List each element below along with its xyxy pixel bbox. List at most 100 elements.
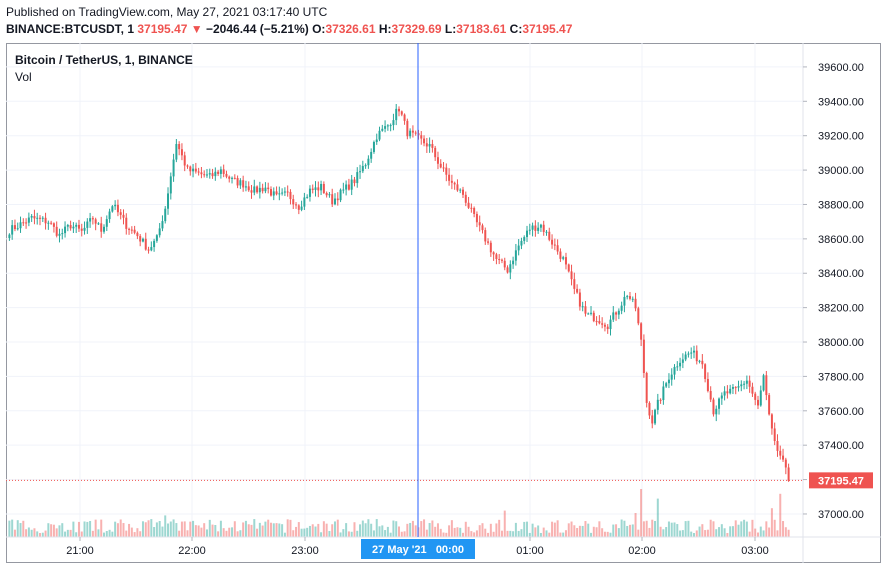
last-price-tag xyxy=(809,472,873,489)
candle-body xyxy=(69,225,72,229)
candlestick-chart[interactable]: 37000.0037200.0037400.0037600.0037800.00… xyxy=(6,43,881,563)
volume-bar xyxy=(498,519,501,537)
volume-bar xyxy=(562,532,565,537)
candle-body xyxy=(8,234,11,238)
candle-body xyxy=(203,174,206,176)
candle-body xyxy=(687,353,690,355)
candle-body xyxy=(328,194,331,196)
candle-body xyxy=(333,198,336,205)
volume-bar xyxy=(86,521,89,537)
volume-bar xyxy=(39,532,42,537)
candle-body xyxy=(395,108,398,121)
candle-body xyxy=(509,264,512,273)
volume-bar xyxy=(236,531,239,537)
volume-bar xyxy=(762,530,765,537)
volume-bar xyxy=(667,521,670,537)
volume-bar xyxy=(103,532,106,537)
volume-bar xyxy=(787,529,790,537)
candle-body xyxy=(556,245,559,252)
candle-body xyxy=(100,223,103,232)
volume-bar xyxy=(242,522,245,537)
volume-bar xyxy=(353,522,356,537)
volume-bar xyxy=(628,524,631,537)
candle-body xyxy=(784,459,787,468)
volume-bar xyxy=(759,526,762,537)
candle-body xyxy=(456,184,459,191)
candle-body xyxy=(30,216,33,218)
volume-bar xyxy=(425,529,428,537)
candle-body xyxy=(11,225,14,235)
volume-bar xyxy=(556,520,559,537)
volume-bar xyxy=(612,524,615,537)
candle-body xyxy=(178,144,181,150)
volume-bar xyxy=(428,523,431,537)
volume-bar xyxy=(133,532,136,537)
candle-body xyxy=(601,323,604,325)
price-tick-label: 39400.00 xyxy=(818,96,864,108)
candle-body xyxy=(704,364,707,379)
volume-bar xyxy=(64,531,67,537)
volume-bar xyxy=(665,527,668,537)
candle-body xyxy=(681,359,684,363)
volume-bar xyxy=(208,519,211,537)
candle-body xyxy=(731,387,734,389)
volume-bar xyxy=(448,525,451,537)
chart-frame xyxy=(6,43,881,563)
volume-bar xyxy=(19,523,22,537)
candle-body xyxy=(114,204,117,207)
candle-body xyxy=(317,187,320,191)
candle-body xyxy=(13,225,16,230)
candle-body xyxy=(130,229,133,231)
volume-bar xyxy=(770,508,773,537)
close-label: C: xyxy=(509,22,523,36)
candle-body xyxy=(194,168,197,172)
high-label: H: xyxy=(378,22,392,36)
volume-bar xyxy=(595,527,598,537)
candle-body xyxy=(503,260,506,268)
volume-bar xyxy=(44,530,47,537)
volume-bar xyxy=(431,520,434,537)
volume-bar xyxy=(534,527,537,537)
candle-body xyxy=(648,402,651,416)
volume-bar xyxy=(180,521,183,537)
volume-bar xyxy=(523,521,526,537)
candle-body xyxy=(381,128,384,131)
volume-bar xyxy=(592,526,595,537)
volume-bar xyxy=(289,519,292,537)
candle-body xyxy=(473,208,476,214)
candle-body xyxy=(450,180,453,183)
candle-body xyxy=(634,298,637,309)
candle-body xyxy=(228,176,231,179)
volume-bar xyxy=(378,526,381,537)
volume-bar xyxy=(456,527,459,537)
volume-bars xyxy=(8,489,790,537)
price-tick-label: 37800.00 xyxy=(818,371,864,383)
volume-bar xyxy=(267,519,270,537)
candle-body xyxy=(692,350,695,353)
volume-bar xyxy=(423,519,426,537)
candle-body xyxy=(275,191,278,195)
volume-bar xyxy=(347,531,350,537)
candle-body xyxy=(570,271,573,280)
volume-bar xyxy=(539,532,542,537)
price-tick-label: 37400.00 xyxy=(818,440,864,452)
candle-body xyxy=(52,223,55,227)
candle-body xyxy=(617,310,620,315)
candle-body xyxy=(33,216,36,219)
candle-body xyxy=(214,171,217,177)
candle-body xyxy=(520,240,523,246)
volume-bar xyxy=(192,520,195,537)
volume-bar xyxy=(751,519,754,537)
candle-body xyxy=(445,167,448,175)
candle-body xyxy=(620,305,623,311)
candle-body xyxy=(695,350,698,362)
candle-body xyxy=(292,199,295,205)
volume-bar xyxy=(731,526,734,537)
candle-body xyxy=(322,183,325,193)
candle-body xyxy=(250,190,253,193)
volume-bar xyxy=(706,529,709,537)
candle-body xyxy=(462,189,465,195)
candle-body xyxy=(612,312,615,320)
volume-bar xyxy=(272,523,275,537)
volume-bar xyxy=(679,530,682,537)
